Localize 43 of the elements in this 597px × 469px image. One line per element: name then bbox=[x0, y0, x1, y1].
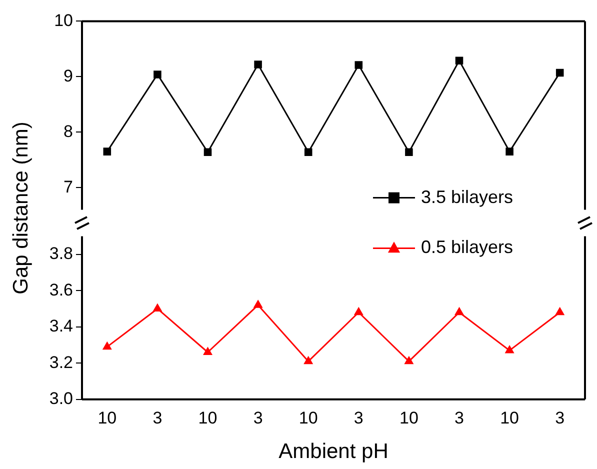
point bbox=[354, 61, 363, 69]
x-axis-title: Ambient pH bbox=[278, 440, 388, 464]
x-tick-label: 3 bbox=[152, 408, 162, 428]
x-tick-label: 3 bbox=[555, 408, 565, 428]
point bbox=[405, 148, 413, 156]
x-tick-label: 10 bbox=[500, 408, 520, 428]
point bbox=[254, 60, 262, 68]
point bbox=[506, 148, 514, 156]
x-tick-label: 10 bbox=[198, 408, 218, 428]
y-axis-title: Gap distance (nm) bbox=[9, 122, 33, 294]
y-tick-label: 3.8 bbox=[49, 244, 73, 264]
x-tick-label: 10 bbox=[298, 408, 318, 428]
point bbox=[152, 303, 162, 312]
y-tick-label: 10 bbox=[54, 10, 73, 30]
x-tick-label: 3 bbox=[454, 408, 464, 428]
point bbox=[204, 148, 212, 156]
y-tick-label: 8 bbox=[64, 122, 73, 141]
point bbox=[103, 148, 112, 156]
point bbox=[102, 341, 112, 350]
point bbox=[454, 306, 464, 316]
y-tick-label: 3.6 bbox=[49, 280, 73, 300]
point bbox=[504, 344, 514, 354]
point bbox=[555, 306, 565, 316]
legend-label: 3.5 bilayers bbox=[421, 186, 514, 207]
y-tick-label: 7 bbox=[64, 177, 73, 196]
point bbox=[556, 68, 564, 77]
y-tick-label: 3.4 bbox=[49, 316, 73, 336]
point bbox=[304, 356, 314, 364]
point bbox=[154, 70, 162, 78]
x-tick-label: 10 bbox=[98, 408, 117, 428]
point bbox=[404, 356, 414, 364]
x-tick-label: 3 bbox=[354, 408, 364, 428]
y-tick-label: 3.0 bbox=[49, 389, 73, 408]
x-tick-label: 3 bbox=[253, 408, 263, 428]
point bbox=[304, 148, 312, 156]
x-tick-label: 10 bbox=[399, 408, 418, 428]
point bbox=[253, 300, 263, 308]
point bbox=[354, 306, 364, 316]
point bbox=[455, 56, 464, 64]
y-tick-label: 3.2 bbox=[49, 352, 73, 372]
y-tick-label: 9 bbox=[64, 66, 73, 86]
point bbox=[202, 346, 213, 356]
legend-label: 0.5 bilayers bbox=[421, 237, 514, 258]
